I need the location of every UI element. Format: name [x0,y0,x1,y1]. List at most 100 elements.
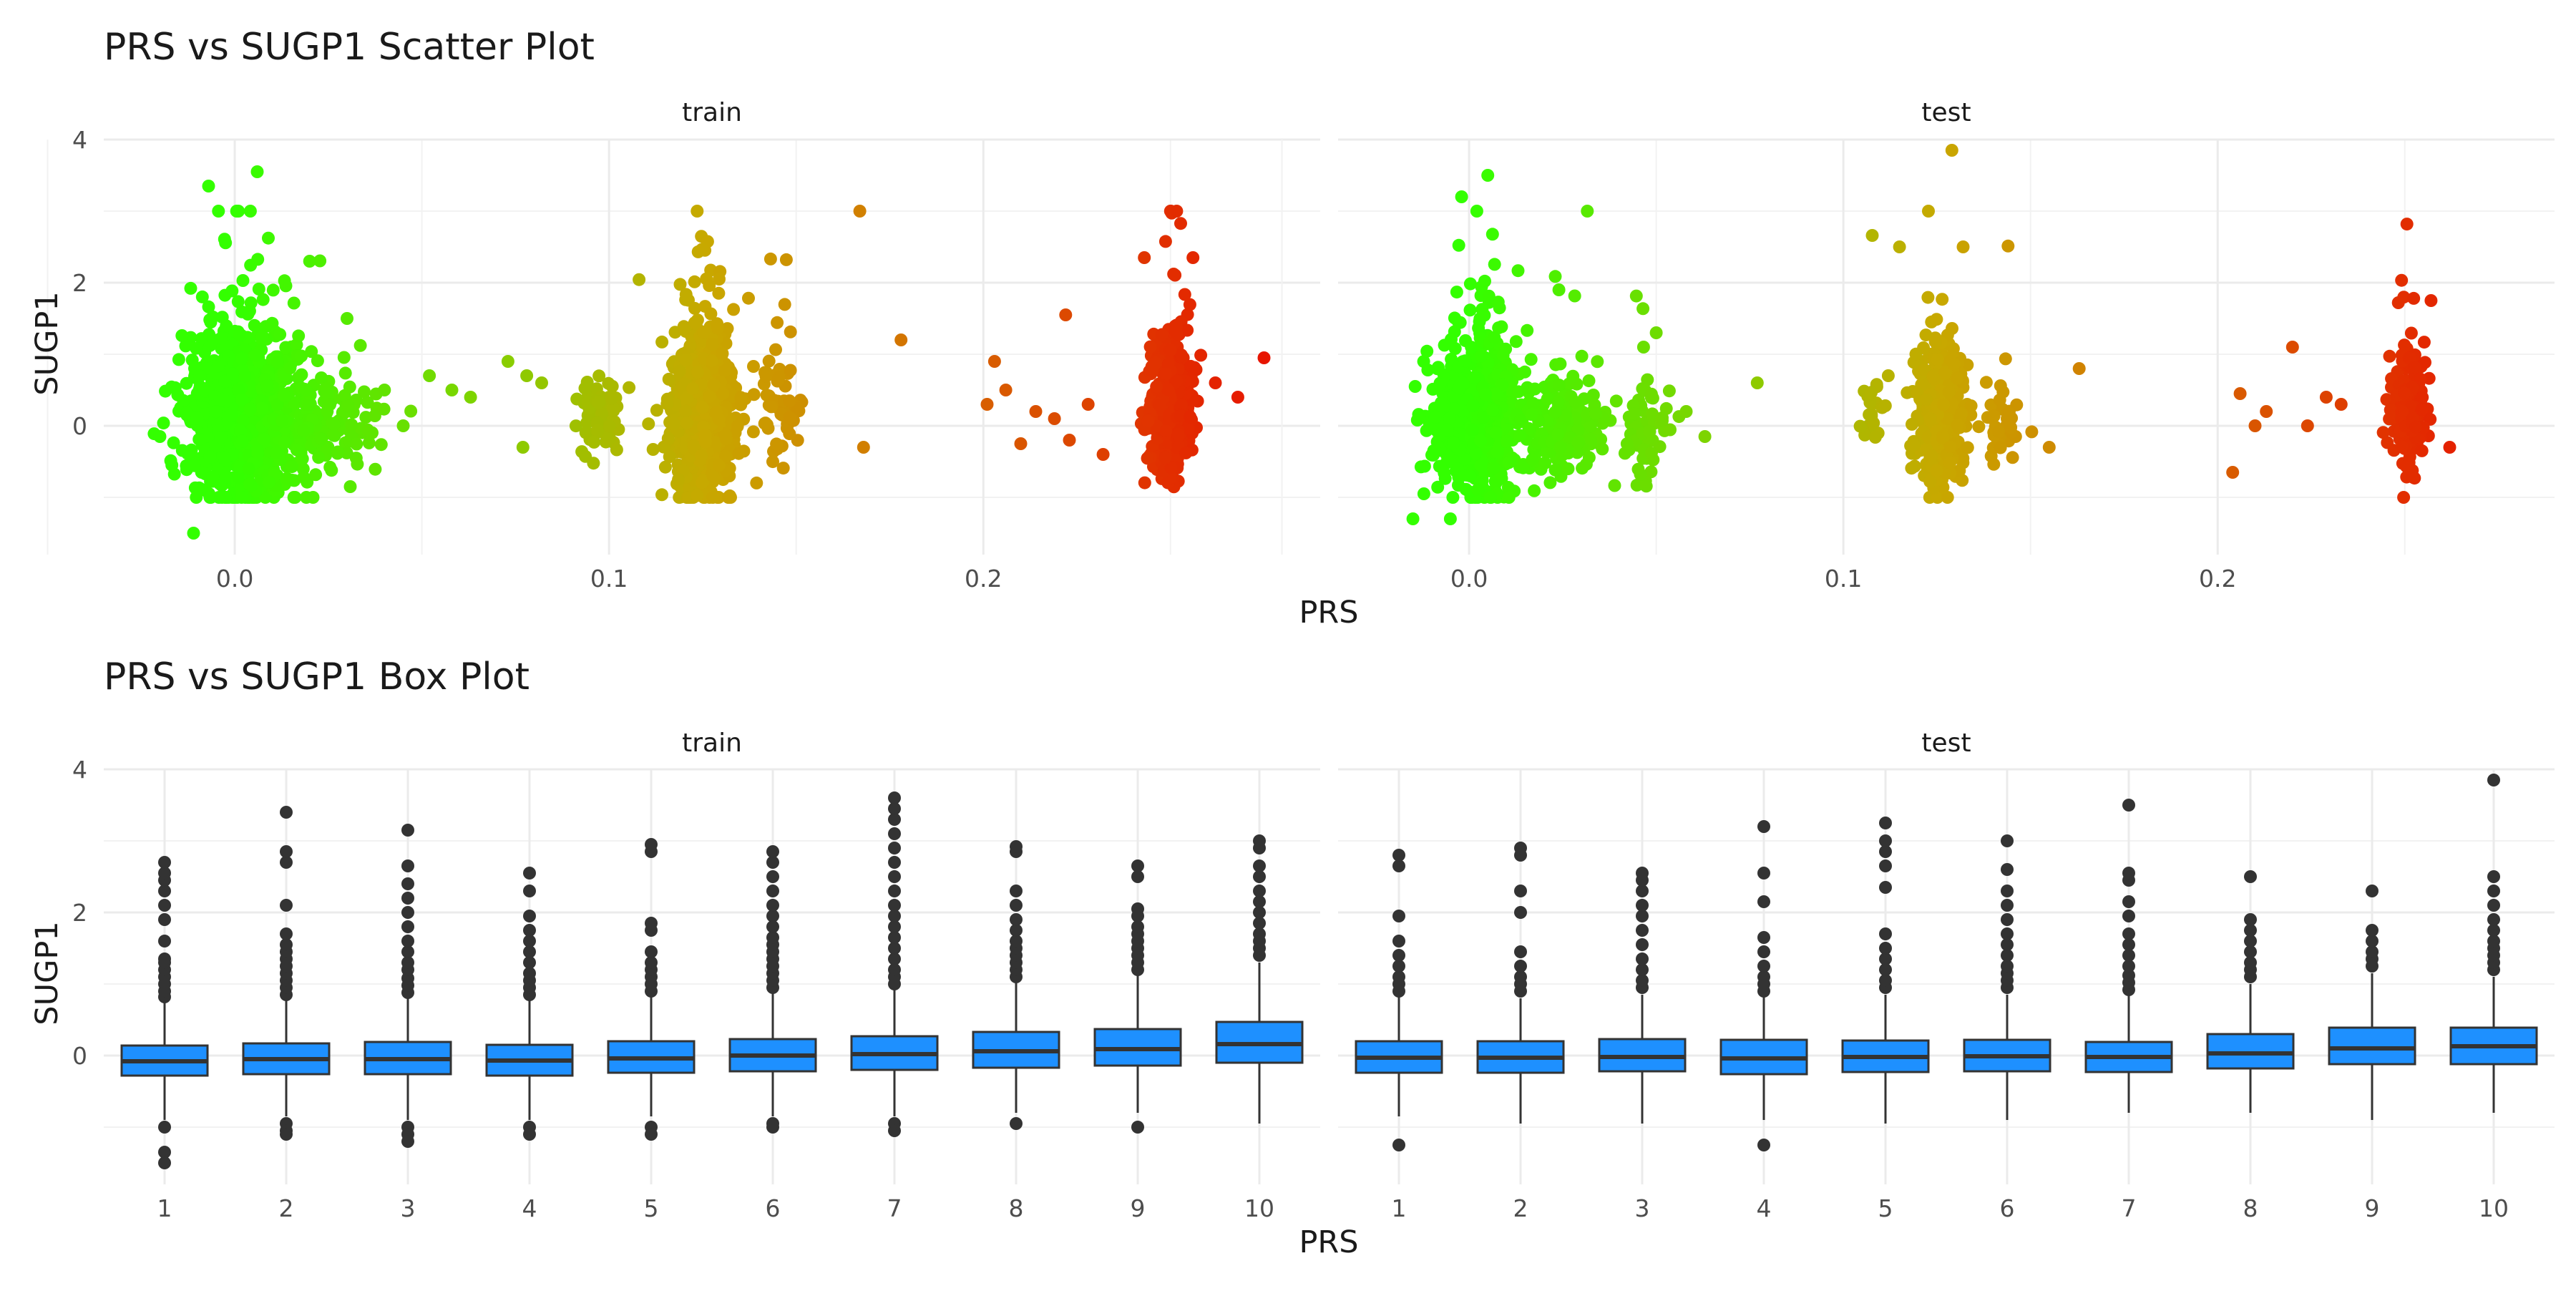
scatter-point [1463,277,1477,291]
box-x-tick-label: 5 [644,1194,659,1222]
scatter-point [1475,349,1488,363]
scatter-point [688,275,701,288]
scatter-point [165,459,179,472]
scatter-point [742,291,755,305]
scatter-point [697,326,711,339]
box-outlier-point [1757,970,1770,983]
box-x-tick-label: 3 [401,1194,416,1222]
box-outlier-point [645,945,658,958]
box-outlier-point [888,931,901,944]
box-outlier-point [401,906,414,919]
box-x-tick-label: 7 [887,1194,902,1222]
scatter-point [1081,398,1095,411]
scatter-point [368,409,381,422]
scatter-point [301,399,315,412]
scatter-point [2248,419,2262,432]
scatter-point [1155,328,1169,341]
scatter-point [655,488,668,502]
scatter-point [338,366,352,380]
scatter-point [214,331,228,345]
box-outlier-point [1636,953,1649,965]
scatter-point [203,313,217,326]
scatter-point [1431,480,1445,494]
scatter-point [292,329,306,343]
scatter-point [1923,474,1937,488]
scatter-point [1463,469,1477,483]
scatter-point [278,274,291,288]
scatter-point [1438,338,1451,352]
scatter-point [1584,432,1597,446]
scatter-point [153,430,167,443]
scatter-point [2042,441,2056,454]
scatter-point [377,402,391,416]
scatter-point [202,300,215,313]
scatter-point [2415,444,2429,457]
scatter-point [696,401,710,414]
scatter-point [1528,382,1541,396]
scatter-point [667,417,680,431]
box-outlier-point [888,953,901,965]
scatter-point [1471,483,1485,497]
scatter-point [1636,302,1650,316]
scatter-point [1516,461,1530,474]
scatter-point [2405,400,2419,413]
scatter-point [312,451,326,464]
scatter-point [232,205,245,218]
scatter-point [759,369,773,383]
scatter-point [1634,467,1647,481]
box-outlier-point [766,899,779,912]
scatter-point [1865,386,1878,399]
scatter-point [980,398,994,411]
scatter-point [1428,410,1442,424]
scatter-point [1171,427,1185,441]
scatter-y-axis-title: SUGP1 [29,291,65,395]
scatter-point [719,432,733,446]
scatter-point [1922,205,1935,218]
box-category-5 [1841,817,1930,1124]
scatter-point [776,462,790,475]
scatter-point [1487,462,1501,475]
scatter-point [1141,414,1155,428]
scatter-point [1646,407,1659,421]
box-outlier-point [2001,834,2014,847]
scatter-point [1179,446,1193,459]
scatter-point [300,491,313,504]
scatter-point [1465,423,1479,437]
scatter-point [206,470,220,484]
scatter-point [2233,387,2247,400]
scatter-point [1138,251,1151,264]
scatter-point [663,450,676,464]
box-x-tick-label: 6 [2000,1194,2015,1222]
scatter-point [275,414,289,428]
scatter-point [2424,294,2438,307]
scatter-point [1568,289,1581,303]
scatter-point [1552,379,1566,392]
scatter-point [1553,357,1567,371]
scatter-point [688,301,701,315]
scatter-point [1029,405,1043,418]
box-outlier-point [2244,913,2257,926]
scatter-point [706,337,719,351]
box-outlier-point [2366,924,2379,937]
scatter-panel-test: 0.0 0.1 0.2 [1281,138,2555,593]
scatter-point [266,283,280,297]
box-outlier-point [1757,895,1770,908]
scatter-point [1943,456,1957,469]
scatter-point [747,388,761,401]
scatter-point [1551,428,1565,442]
scatter-point [766,455,779,469]
scatter-point [338,389,351,402]
scatter-point [218,233,231,246]
scatter-point [2391,296,2405,309]
scatter-point [1582,451,1596,464]
scatter-point [2001,239,2015,253]
box-outlier-point [401,945,414,958]
box-outlier-point [158,1156,171,1169]
box-outlier-point [1514,885,1527,897]
box-outlier-point [1636,974,1649,987]
scatter-point [1209,376,1222,389]
scatter-point [190,491,203,504]
scatter-point [1495,320,1508,333]
scatter-point [1972,420,1986,434]
